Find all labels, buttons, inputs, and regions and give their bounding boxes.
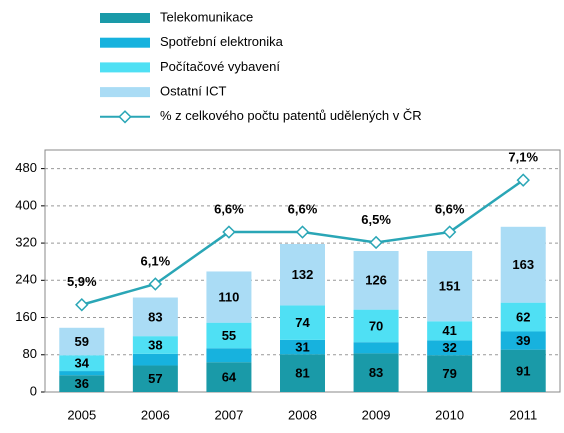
legend-swatch — [100, 13, 150, 23]
x-tick-label: 2007 — [214, 407, 243, 422]
line-marker — [516, 173, 530, 187]
data-label: 79 — [442, 366, 456, 381]
data-label: 41 — [442, 323, 456, 338]
line-marker — [442, 225, 457, 239]
x-tick-label: 2005 — [67, 407, 96, 422]
data-label: 34 — [75, 356, 90, 371]
x-tick-label: 2009 — [362, 407, 391, 422]
bar-segment — [206, 348, 252, 363]
legend-label: Ostatní ICT — [160, 84, 227, 99]
data-label: 74 — [295, 315, 310, 330]
data-label: 62 — [516, 310, 530, 325]
data-label: 36 — [75, 376, 89, 391]
line-label: 6,6% — [435, 201, 465, 216]
legend-swatch — [100, 37, 150, 48]
line-marker — [75, 298, 89, 312]
legend-swatch — [100, 87, 150, 98]
data-label: 151 — [439, 279, 461, 294]
bar-segment — [353, 309, 399, 343]
line-label: 6,1% — [141, 253, 171, 268]
data-label: 31 — [295, 340, 309, 355]
data-label: 38 — [148, 337, 162, 352]
bar-segment — [59, 371, 105, 376]
y-tick-label: 480 — [15, 160, 37, 175]
bar-segment — [280, 244, 325, 306]
data-label: 110 — [218, 289, 239, 304]
legend-label: % z celkového počtu patentů udělených v … — [160, 108, 422, 123]
bar-segment — [206, 322, 252, 349]
line-label: 7,1% — [508, 150, 538, 165]
legend-label: Počítačové vybavení — [160, 59, 280, 74]
data-label: 126 — [365, 273, 387, 288]
line-marker — [222, 225, 236, 239]
bar-segment — [59, 327, 105, 356]
data-label: 57 — [148, 371, 162, 386]
bar-segment — [59, 375, 105, 392]
bar-segment — [353, 353, 399, 392]
x-tick-label: 2011 — [509, 407, 537, 422]
bar-segment — [427, 250, 473, 322]
legend-label: Spotřební elektronika — [160, 34, 284, 49]
data-label: 132 — [292, 267, 314, 282]
bar-segment — [280, 339, 325, 355]
data-label: 59 — [75, 334, 89, 349]
y-tick-label: 320 — [15, 235, 37, 250]
bar-segment — [132, 353, 178, 366]
bar-segment — [427, 321, 473, 341]
bar-segment — [500, 226, 546, 303]
y-tick-label: 0 — [30, 383, 37, 398]
line-label: 5,9% — [67, 274, 97, 289]
bar-segment — [427, 355, 473, 392]
line-label: 6,6% — [288, 201, 318, 216]
bar-segment — [206, 271, 252, 323]
legend-marker — [118, 110, 132, 124]
x-tick-label: 2008 — [288, 407, 317, 422]
x-tick-label: 2006 — [141, 407, 170, 422]
y-tick-label: 240 — [15, 272, 37, 287]
data-label: 32 — [442, 340, 456, 355]
y-tick-label: 400 — [15, 197, 37, 212]
y-tick-label: 80 — [23, 346, 37, 361]
line-marker — [148, 277, 163, 291]
bar-segment — [427, 340, 473, 356]
data-label: 64 — [222, 370, 237, 385]
bar-segment — [59, 355, 105, 372]
line-label: 6,5% — [361, 212, 391, 227]
data-label: 163 — [512, 257, 534, 272]
bar-segment — [132, 365, 178, 392]
data-label: 70 — [369, 318, 383, 333]
bar-segment — [500, 331, 546, 350]
bar-segment — [132, 336, 178, 354]
data-label: 91 — [516, 363, 530, 378]
y-tick-label: 160 — [15, 309, 37, 324]
data-label: 55 — [222, 328, 236, 343]
data-label: 83 — [148, 309, 162, 324]
line-marker — [369, 235, 383, 250]
legend-swatch — [100, 62, 150, 73]
bar-segment — [353, 250, 399, 310]
bar-segment — [206, 362, 252, 392]
bar-segment — [280, 354, 325, 392]
bar-segment — [280, 305, 325, 340]
bar-segment — [500, 349, 546, 392]
bar-segment — [500, 302, 546, 332]
legend-label: Telekomunikace — [160, 9, 253, 24]
data-label: 83 — [369, 365, 383, 380]
data-label: 81 — [295, 366, 309, 381]
bar-segment — [353, 342, 399, 354]
data-label: 39 — [516, 333, 530, 348]
line-label: 6,6% — [214, 201, 244, 216]
x-tick-label: 2010 — [435, 407, 464, 422]
bar-segment — [132, 297, 178, 337]
line-marker — [295, 225, 310, 239]
